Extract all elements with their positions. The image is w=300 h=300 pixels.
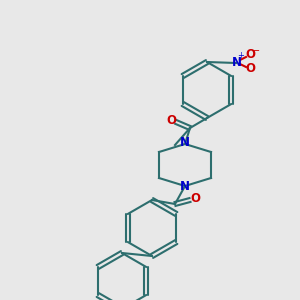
Text: N: N xyxy=(180,181,190,194)
Text: O: O xyxy=(166,113,176,127)
Text: −: − xyxy=(252,46,260,56)
Text: N: N xyxy=(180,136,190,149)
Text: O: O xyxy=(245,62,255,76)
Text: +: + xyxy=(238,52,244,61)
Text: O: O xyxy=(245,49,255,62)
Text: N: N xyxy=(232,56,242,68)
Text: O: O xyxy=(190,191,200,205)
